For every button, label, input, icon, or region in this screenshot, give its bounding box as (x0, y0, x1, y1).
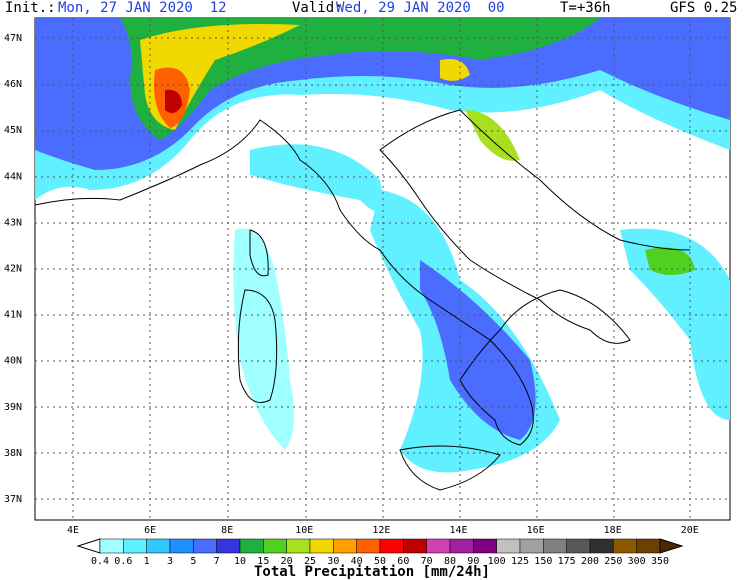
valid-time: Wed, 29 JAN 2020 00 (336, 0, 505, 16)
colorbar-label: 175 (558, 556, 576, 567)
init-label: Init.: (5, 0, 56, 16)
precipitation (35, 18, 730, 473)
colorbar-swatch (286, 538, 311, 554)
colorbar-swatch (519, 538, 544, 554)
lon-label: 4E (67, 525, 79, 536)
lat-label: 38N (4, 448, 22, 459)
colorbar-right-end (659, 538, 684, 554)
colorbar-swatch (613, 538, 637, 554)
colorbar-swatch (309, 538, 334, 554)
colorbar-label: 150 (534, 556, 552, 567)
colorbar-label: 125 (511, 556, 529, 567)
coastlines (34, 109, 691, 491)
lat-label: 45N (4, 125, 22, 136)
valid-label: Valid: (292, 0, 343, 16)
colorbar-swatch (566, 538, 591, 554)
colorbar-swatch (263, 538, 287, 554)
colorbar-label: 0.6 (114, 556, 132, 567)
colorbar-swatch (636, 538, 661, 554)
lon-label: 10E (295, 525, 313, 536)
colorbar-label: 1 (144, 556, 150, 567)
model-name: GFS 0.25 (670, 0, 737, 16)
lat-label: 37N (4, 494, 22, 505)
colorbar-swatch (449, 538, 474, 554)
lat-label: 41N (4, 310, 22, 321)
colorbar-swatch (543, 538, 567, 554)
colorbar-label: 90 (467, 556, 479, 567)
lat-label: 44N (4, 171, 22, 182)
colorbar-swatch (426, 538, 451, 554)
lat-label: 43N (4, 217, 22, 228)
colorbar-label: 20 (281, 556, 293, 567)
colorbar-swatch (193, 538, 217, 554)
lead-time: T=+36h (560, 0, 611, 16)
colorbar-swatch (403, 538, 427, 554)
colorbar-swatch (99, 538, 124, 554)
colorbar-label: 5 (190, 556, 196, 567)
colorbar-swatch (496, 538, 521, 554)
lon-label: 16E (527, 525, 545, 536)
colorbar-label: 80 (444, 556, 456, 567)
colorbar-label: 50 (374, 556, 386, 567)
lon-label: 20E (681, 525, 699, 536)
colorbar-swatch (333, 538, 357, 554)
colorbar-label: 200 (581, 556, 599, 567)
lat-label: 47N (4, 33, 22, 44)
colorbar-label: 10 (234, 556, 246, 567)
lon-label: 8E (221, 525, 233, 536)
colorbar-label: 3 (167, 556, 173, 567)
graticule (35, 18, 730, 520)
colorbar-label: 100 (488, 556, 506, 567)
colorbar-swatch (473, 538, 497, 554)
colorbar-swatch (589, 538, 614, 554)
lon-label: 6E (144, 525, 156, 536)
colorbar-label: 7 (214, 556, 220, 567)
colorbar-swatch (123, 538, 147, 554)
init-time: Mon, 27 JAN 2020 12 (58, 0, 227, 16)
colorbar-label: 300 (628, 556, 646, 567)
lon-label: 14E (449, 525, 467, 536)
colorbar-swatch (239, 538, 264, 554)
lon-label: 12E (372, 525, 390, 536)
colorbar-label: 15 (257, 556, 269, 567)
colorbar-label: 70 (421, 556, 433, 567)
colorbar-swatch (379, 538, 404, 554)
colorbar-label: 40 (351, 556, 363, 567)
lat-label: 42N (4, 264, 22, 275)
colorbar-label: 0.4 (91, 556, 109, 567)
colorbar-left-end (76, 538, 101, 554)
lat-label: 46N (4, 79, 22, 90)
legend-title: Total Precipitation [mm/24h] (254, 564, 490, 580)
colorbar-swatch (216, 538, 241, 554)
lat-label: 39N (4, 402, 22, 413)
colorbar-swatch (146, 538, 171, 554)
lon-label: 18E (604, 525, 622, 536)
colorbar-label: 60 (397, 556, 409, 567)
colorbar-swatch (169, 538, 194, 554)
colorbar-swatch (356, 538, 381, 554)
colorbar-label: 25 (304, 556, 316, 567)
colorbar-label: 250 (604, 556, 622, 567)
lat-label: 40N (4, 356, 22, 367)
colorbar-label: 30 (327, 556, 339, 567)
colorbar-label: 350 (651, 556, 669, 567)
